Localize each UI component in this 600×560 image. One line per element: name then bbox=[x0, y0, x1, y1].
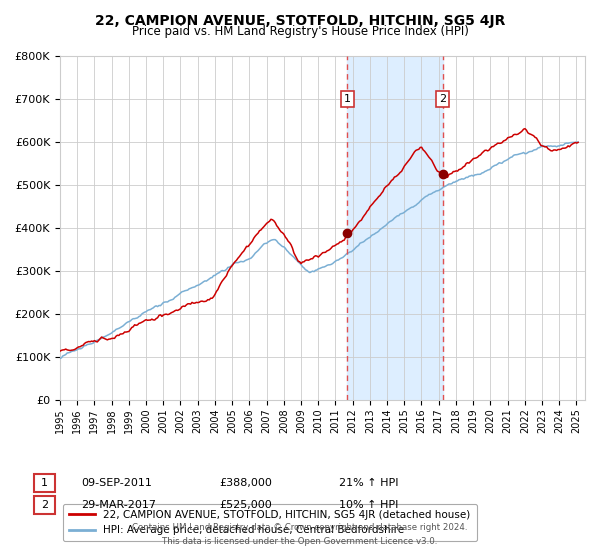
Bar bbox=[347, 56, 443, 400]
Text: 22, CAMPION AVENUE, STOTFOLD, HITCHIN, SG5 4JR: 22, CAMPION AVENUE, STOTFOLD, HITCHIN, S… bbox=[95, 14, 505, 28]
Text: 21% ↑ HPI: 21% ↑ HPI bbox=[339, 478, 398, 488]
Text: 1: 1 bbox=[344, 94, 351, 104]
Text: 09-SEP-2011: 09-SEP-2011 bbox=[81, 478, 152, 488]
Text: £525,000: £525,000 bbox=[219, 500, 272, 510]
FancyBboxPatch shape bbox=[34, 474, 55, 492]
Text: 2: 2 bbox=[41, 500, 48, 510]
Legend: 22, CAMPION AVENUE, STOTFOLD, HITCHIN, SG5 4JR (detached house), HPI: Average pr: 22, CAMPION AVENUE, STOTFOLD, HITCHIN, S… bbox=[62, 504, 477, 542]
Text: Price paid vs. HM Land Registry's House Price Index (HPI): Price paid vs. HM Land Registry's House … bbox=[131, 25, 469, 38]
Text: Contains HM Land Registry data © Crown copyright and database right 2024.: Contains HM Land Registry data © Crown c… bbox=[132, 523, 468, 532]
Text: 10% ↑ HPI: 10% ↑ HPI bbox=[339, 500, 398, 510]
FancyBboxPatch shape bbox=[34, 496, 55, 514]
Text: This data is licensed under the Open Government Licence v3.0.: This data is licensed under the Open Gov… bbox=[163, 537, 437, 546]
Text: 29-MAR-2017: 29-MAR-2017 bbox=[81, 500, 156, 510]
Text: 1: 1 bbox=[41, 478, 48, 488]
Text: £388,000: £388,000 bbox=[219, 478, 272, 488]
Text: 2: 2 bbox=[439, 94, 446, 104]
